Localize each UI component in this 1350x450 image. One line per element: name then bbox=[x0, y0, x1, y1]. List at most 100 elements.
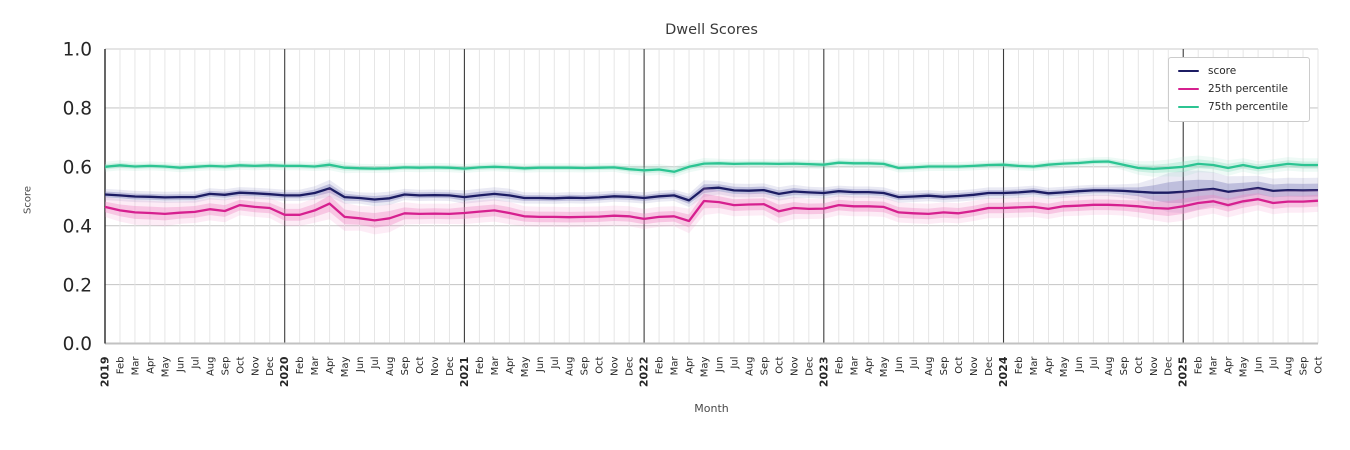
x-tick-label: Jun bbox=[894, 357, 905, 374]
x-tick-label: Feb bbox=[655, 357, 666, 375]
x-tick-label: Nov bbox=[789, 356, 800, 376]
x-tick-label: Aug bbox=[565, 357, 576, 377]
legend-label: 75th percentile bbox=[1208, 100, 1288, 113]
x-tick-label: 2020 bbox=[278, 356, 291, 387]
x-tick-label: Apr bbox=[1224, 356, 1235, 374]
x-tick-label: Aug bbox=[924, 357, 935, 377]
x-tick-label: Aug bbox=[385, 357, 396, 377]
x-tick-label: Sep bbox=[580, 357, 591, 376]
y-tick-label: 0.8 bbox=[63, 99, 92, 120]
x-tick-label: Jun bbox=[714, 357, 725, 374]
x-tick-label: May bbox=[520, 356, 531, 377]
x-tick-label: Oct bbox=[235, 356, 246, 373]
legend: score 25th percentile 75th percentile bbox=[1168, 57, 1310, 122]
x-tick-label: May bbox=[160, 356, 171, 377]
x-tick-label: May bbox=[340, 356, 351, 377]
x-tick-label: Feb bbox=[834, 357, 845, 375]
x-tick-label: Oct bbox=[954, 356, 965, 373]
y-tick-label: 0.6 bbox=[63, 157, 92, 178]
x-axis-label: Month bbox=[694, 402, 729, 415]
x-tick-label: Sep bbox=[400, 357, 411, 376]
p75-line-swatch bbox=[1178, 105, 1199, 109]
x-tick-label: Nov bbox=[250, 356, 261, 376]
x-tick-label: Apr bbox=[864, 356, 875, 374]
x-tick-label: Dec bbox=[265, 357, 276, 376]
x-tick-label: 2025 bbox=[1177, 357, 1190, 388]
x-tick-label: Nov bbox=[430, 356, 441, 376]
chart-title: Dwell Scores bbox=[665, 22, 758, 38]
x-tick-label: May bbox=[879, 356, 890, 377]
x-tick-label: Jun bbox=[1074, 357, 1085, 374]
score-line-swatch bbox=[1178, 69, 1199, 73]
x-tick-label: Sep bbox=[1299, 357, 1310, 376]
x-tick-label: Jun bbox=[355, 357, 366, 374]
x-tick-label: Aug bbox=[1104, 357, 1115, 377]
x-tick-label: Apr bbox=[325, 356, 336, 374]
score-line bbox=[104, 186, 1319, 202]
x-tick-label: Sep bbox=[759, 357, 770, 376]
x-tick-label: 2023 bbox=[817, 357, 830, 388]
x-tick-label: Dec bbox=[625, 357, 636, 376]
x-tick-label: Feb bbox=[115, 357, 126, 375]
x-tick-label: Feb bbox=[295, 357, 306, 375]
75th-percentile-line bbox=[104, 160, 1318, 173]
x-tick-label: Nov bbox=[969, 356, 980, 376]
x-tick-label: May bbox=[1059, 356, 1070, 377]
y-tick-label: 0.4 bbox=[63, 216, 92, 237]
x-tick-label: Aug bbox=[1284, 357, 1295, 377]
x-tick-label: Mar bbox=[1209, 356, 1220, 376]
x-tick-label: Jul bbox=[729, 357, 740, 370]
25th-percentile-band-outer bbox=[105, 187, 1318, 235]
legend-item-25th-percentile: 25th percentile bbox=[1178, 81, 1300, 97]
x-tick-label: Jul bbox=[370, 357, 381, 370]
x-tick-label: Oct bbox=[595, 356, 606, 373]
y-tick-label: 0.2 bbox=[63, 275, 92, 296]
x-tick-label: 2021 bbox=[458, 357, 471, 388]
x-tick-label: Aug bbox=[205, 357, 216, 377]
x-tick-label: Sep bbox=[1119, 357, 1130, 376]
y-tick-label: 1.0 bbox=[63, 40, 92, 61]
x-tick-label: 2019 bbox=[99, 357, 112, 388]
x-tick-label: 2024 bbox=[997, 356, 1010, 387]
x-tick-label: Feb bbox=[1194, 357, 1205, 375]
x-tick-label: Jun bbox=[1254, 357, 1265, 374]
x-tick-label: Mar bbox=[310, 356, 321, 376]
x-tick-label: Mar bbox=[490, 356, 501, 376]
x-tick-label: Mar bbox=[670, 356, 681, 376]
score-band-outer bbox=[105, 170, 1318, 214]
x-tick-label: Mar bbox=[130, 356, 141, 376]
x-tick-label: Jul bbox=[909, 357, 920, 370]
x-tick-label: Apr bbox=[505, 356, 516, 374]
x-tick-label: Apr bbox=[1044, 356, 1055, 374]
legend-item-score: score bbox=[1178, 63, 1300, 79]
x-tick-label: Apr bbox=[685, 356, 696, 374]
legend-label: 25th percentile bbox=[1208, 82, 1288, 95]
x-tick-label: Aug bbox=[744, 357, 755, 377]
x-tick-label: Dec bbox=[1164, 357, 1175, 376]
y-axis-label: Score bbox=[22, 185, 34, 215]
25th-percentile-line bbox=[104, 198, 1319, 223]
x-tick-label: Oct bbox=[774, 356, 785, 373]
x-tick-label: Mar bbox=[1029, 356, 1040, 376]
x-tick-label: Nov bbox=[610, 356, 621, 376]
x-tick-label: Dec bbox=[445, 357, 456, 376]
x-tick-label: Jun bbox=[175, 357, 186, 374]
score-band bbox=[105, 179, 1318, 204]
x-tick-label: Apr bbox=[145, 356, 156, 374]
x-tick-label: Jul bbox=[1269, 357, 1280, 370]
x-tick-label: Feb bbox=[1014, 357, 1025, 375]
x-tick-label: Dec bbox=[984, 357, 995, 376]
legend-item-75th-percentile: 75th percentile bbox=[1178, 99, 1300, 115]
x-tick-label: Oct bbox=[1314, 356, 1325, 373]
p25-line-swatch bbox=[1178, 87, 1199, 91]
x-tick-label: Oct bbox=[415, 356, 426, 373]
x-tick-label: 2022 bbox=[638, 357, 651, 388]
legend-label: score bbox=[1208, 64, 1237, 77]
x-tick-label: Nov bbox=[1149, 356, 1160, 376]
x-tick-label: May bbox=[700, 356, 711, 377]
75th-percentile-band-outer bbox=[105, 155, 1318, 178]
x-tick-label: Mar bbox=[849, 356, 860, 376]
x-tick-label: Jun bbox=[535, 357, 546, 374]
